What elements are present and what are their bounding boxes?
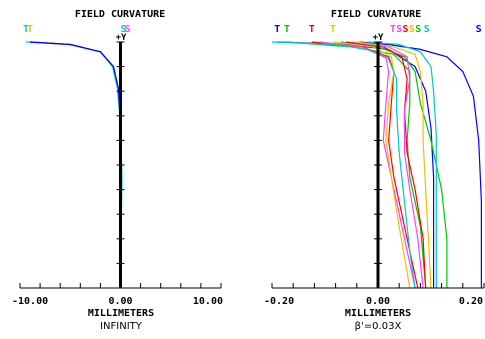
ts-label: S bbox=[403, 24, 409, 35]
chart-title: FIELD CURVATURE bbox=[75, 9, 165, 20]
ts-label: T bbox=[27, 24, 33, 35]
curves bbox=[271, 41, 482, 289]
x-tick-label: 10.00 bbox=[193, 296, 223, 307]
x-tick-label: -10.00 bbox=[12, 296, 48, 307]
ts-label: T bbox=[274, 24, 280, 35]
ts-label: S bbox=[476, 24, 482, 35]
x-tick-label: 0.20 bbox=[459, 296, 483, 307]
x-tick-label: -0.20 bbox=[264, 296, 294, 307]
x-axis-label: MILLIMETERS bbox=[345, 308, 411, 319]
ts-label: T bbox=[390, 24, 396, 35]
x-tick-labels: -10.00 0.00 10.00 bbox=[12, 296, 223, 307]
ts-label: S bbox=[120, 24, 126, 35]
field-curve bbox=[271, 41, 416, 289]
field-curvature-panel-infinity: FIELD CURVATURE +Y TT SS -10.00 0.00 10.00 … bbox=[12, 9, 223, 332]
ts-label: T bbox=[284, 24, 290, 35]
y-axis-label: +Y bbox=[373, 33, 384, 43]
ts-label: S bbox=[396, 24, 402, 35]
ts-labels: TT SS bbox=[23, 24, 131, 35]
x-tick-label: 0.00 bbox=[108, 296, 132, 307]
axes bbox=[271, 41, 485, 289]
field-curve bbox=[359, 41, 482, 288]
chart-caption: INFINITY bbox=[100, 321, 143, 332]
x-tick-labels: -0.20 0.00 0.20 bbox=[264, 296, 483, 307]
ts-label: S bbox=[125, 24, 131, 35]
axes bbox=[19, 41, 222, 289]
x-axis-label: MILLIMETERS bbox=[88, 308, 154, 319]
ts-label: S bbox=[409, 24, 415, 35]
ts-label: S bbox=[424, 24, 430, 35]
ts-label: T bbox=[330, 24, 336, 35]
y-axis-label: +Y bbox=[116, 33, 127, 43]
field-curve bbox=[367, 41, 437, 288]
ts-label: S bbox=[415, 24, 421, 35]
field-curve bbox=[340, 41, 448, 288]
chart-caption: β'=0.03X bbox=[355, 321, 402, 332]
chart-title: FIELD CURVATURE bbox=[331, 9, 421, 20]
field-curve bbox=[356, 41, 432, 289]
field-curve bbox=[351, 41, 424, 289]
ts-label: T bbox=[23, 24, 29, 35]
x-tick-label: 0.00 bbox=[366, 296, 390, 307]
ts-label: T bbox=[309, 24, 315, 35]
